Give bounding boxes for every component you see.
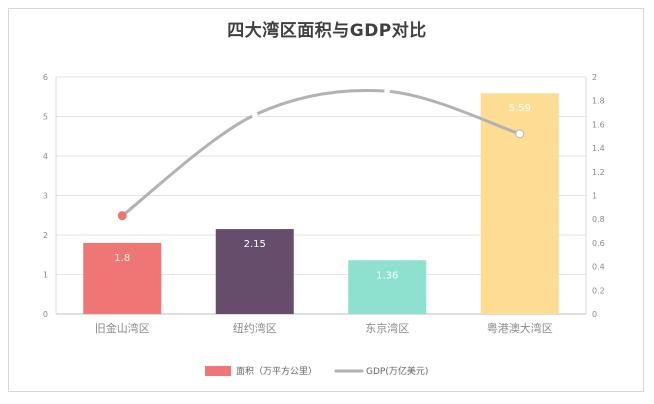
x-category-label: 粤港澳大湾区 — [487, 321, 553, 335]
gdp-point — [117, 211, 127, 221]
y-right-tick-label: 2 — [592, 73, 597, 82]
y-left-tick-label: 0 — [43, 310, 48, 319]
legend-bar-swatch — [205, 366, 231, 376]
bar-data-label: 1.36 — [376, 270, 398, 281]
y-left-tick-label: 6 — [43, 73, 48, 82]
y-right-tick-label: 1.2 — [592, 168, 605, 177]
y-right-tick-label: 0.8 — [592, 215, 605, 224]
y-right-tick-label: 1.4 — [592, 144, 605, 153]
y-left-tick-label: 5 — [43, 113, 48, 122]
y-right-tick-label: 1 — [592, 192, 597, 201]
gdp-point — [384, 88, 391, 95]
bar-data-label: 5.59 — [509, 103, 531, 114]
chart-title: 四大湾区面积与GDP对比 — [227, 21, 427, 41]
bar — [348, 260, 427, 314]
x-category-label: 纽约湾区 — [233, 321, 277, 335]
bar — [215, 229, 294, 314]
bar-data-label: 1.8 — [114, 253, 130, 264]
legend-line-label: GDP(万亿美元) — [366, 365, 428, 377]
y-right-tick-label: 1.8 — [592, 97, 605, 106]
x-category-label: 旧金山湾区 — [95, 321, 150, 335]
bar-data-label: 2.15 — [244, 239, 266, 250]
legend-bar-label: 面积（万平方公里） — [236, 365, 317, 377]
y-right-tick-label: 0.4 — [592, 263, 605, 272]
bar — [480, 93, 559, 314]
y-right-tick-label: 0.2 — [592, 286, 605, 295]
gdp-point — [251, 111, 258, 118]
y-left-tick-label: 1 — [43, 271, 48, 280]
y-left-tick-label: 4 — [43, 152, 48, 161]
x-category-label: 东京湾区 — [365, 321, 409, 335]
y-left-tick-label: 2 — [43, 231, 48, 240]
bar — [83, 242, 162, 314]
y-right-tick-label: 0 — [592, 310, 597, 319]
gdp-point — [515, 129, 525, 139]
y-left-tick-label: 3 — [43, 192, 48, 201]
y-right-tick-label: 0.6 — [592, 239, 605, 248]
y-right-tick-label: 1.6 — [592, 120, 605, 129]
gdp-line — [120, 88, 522, 218]
